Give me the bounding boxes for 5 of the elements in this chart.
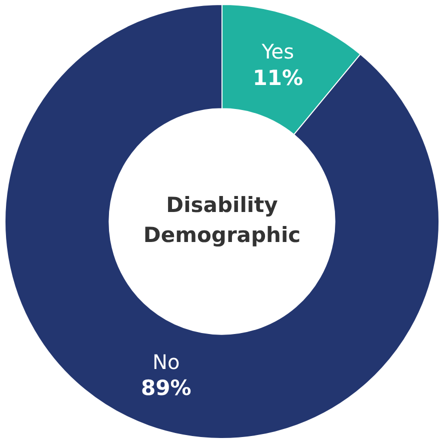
slice-label: Yes bbox=[260, 40, 294, 64]
slice-label: No bbox=[152, 350, 180, 374]
data-label: 89% bbox=[141, 376, 192, 400]
text: Disability Demographic bbox=[143, 192, 301, 247]
data-label: 11% bbox=[252, 66, 303, 90]
